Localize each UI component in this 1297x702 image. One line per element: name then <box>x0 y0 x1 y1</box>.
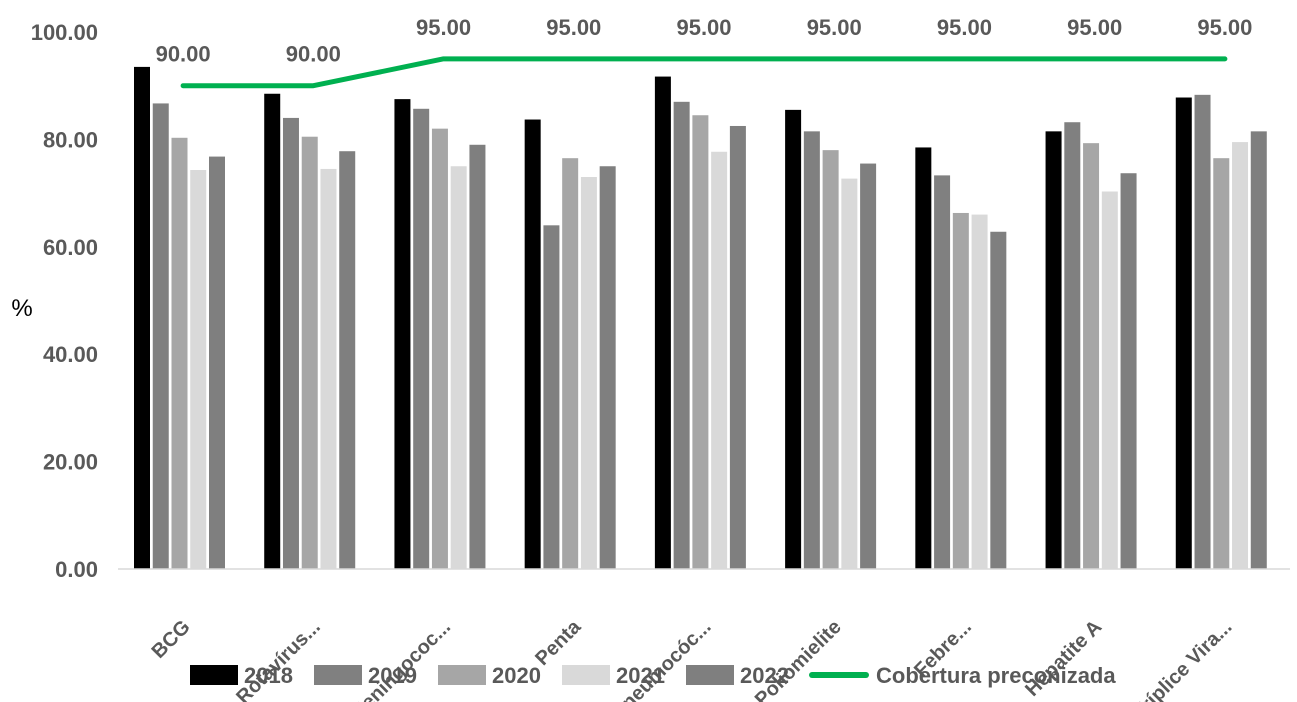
bar-2019-6 <box>934 175 951 569</box>
bar-2019-3 <box>543 225 560 569</box>
target-data-label: 90.00 <box>286 42 341 67</box>
legend-label: 2019 <box>368 663 417 688</box>
bar-2022-3 <box>599 166 616 569</box>
bar-2018-3 <box>524 119 541 569</box>
y-tick-label: 0.00 <box>55 557 98 582</box>
bar-2018-7 <box>1045 131 1062 569</box>
bar-2020-1 <box>301 136 318 569</box>
bar-2019-7 <box>1064 122 1081 569</box>
legend-label: 2022 <box>740 663 789 688</box>
y-tick-label: 80.00 <box>43 127 98 152</box>
bar-2022-2 <box>469 144 486 569</box>
legend-label: 2021 <box>616 663 665 688</box>
target-data-label: 95.00 <box>676 15 731 40</box>
legend-swatch-2019 <box>314 665 362 685</box>
x-tick-label: Penta <box>531 615 586 670</box>
bar-2018-0 <box>134 66 150 570</box>
legend-swatch-2021 <box>562 665 610 685</box>
x-tick-label: Rotavírus... <box>232 616 325 702</box>
bar-2020-0 <box>171 137 188 570</box>
target-data-label: 95.00 <box>1197 15 1252 40</box>
bar-2018-4 <box>654 76 671 569</box>
bar-2022-0 <box>209 156 225 569</box>
bar-2020-7 <box>1083 143 1100 569</box>
bar-2018-6 <box>915 147 932 569</box>
x-tick-label: BCG <box>148 616 195 663</box>
bar-2022-6 <box>990 231 1007 569</box>
x-tick-label: Poliomielite <box>751 616 846 702</box>
x-tick-label: Tríplice Vira... <box>1129 616 1236 702</box>
target-line <box>180 56 1228 89</box>
target-data-label: 95.00 <box>807 15 862 40</box>
bar-2021-0 <box>190 170 207 569</box>
target-data-label: 90.00 <box>156 42 211 67</box>
legend: 2018 2019 2020 2021 2022 Cobertura preconizad… <box>190 663 1116 688</box>
bar-2021-8 <box>1232 142 1249 569</box>
bar-2020-2 <box>431 128 448 569</box>
bar-2022-5 <box>860 163 877 569</box>
plot-layer <box>134 66 1267 570</box>
x-tick-label: Meningococ... <box>345 616 455 702</box>
bar-2021-5 <box>841 178 858 569</box>
x-tick-label: Pneumocóc... <box>608 616 716 702</box>
bar-2020-6 <box>952 212 969 569</box>
target-data-label: 95.00 <box>1067 15 1122 40</box>
legend-label: 2020 <box>492 663 541 688</box>
bar-2021-4 <box>711 151 728 569</box>
bar-2021-3 <box>580 176 597 570</box>
y-tick-label: 40.00 <box>43 342 98 367</box>
x-tick-label: Hepatite A <box>1021 616 1106 701</box>
target-data-label: 95.00 <box>546 15 601 40</box>
bar-2018-1 <box>264 93 281 569</box>
target-data-label: 95.00 <box>416 15 471 40</box>
legend-swatch-2022 <box>686 665 734 685</box>
bar-2022-4 <box>729 125 746 569</box>
bar-2022-1 <box>339 151 356 569</box>
legend-swatch-2018 <box>190 665 238 685</box>
bar-2018-8 <box>1175 97 1192 569</box>
bar-2022-8 <box>1250 131 1267 569</box>
bar-2018-2 <box>394 99 411 570</box>
bar-2021-1 <box>320 168 337 569</box>
y-tick-label: 60.00 <box>43 235 98 260</box>
bar-2019-8 <box>1194 94 1211 569</box>
target-data-label: 95.00 <box>937 15 992 40</box>
target-line-layer <box>180 56 1228 89</box>
bar-2022-7 <box>1120 173 1137 570</box>
legend-label: Cobertura preconizada <box>876 663 1116 688</box>
bar-2020-3 <box>562 158 579 569</box>
legend-swatch-2020 <box>438 665 486 685</box>
bar-2019-2 <box>413 108 430 569</box>
y-tick-label: 100.00 <box>31 20 98 45</box>
bar-2019-5 <box>803 131 820 569</box>
bar-2019-4 <box>673 101 690 569</box>
bar-2021-7 <box>1101 191 1118 570</box>
label-layer: 90.00 90.00 95.00 95.00 95.00 95.00 95.00 95.00… <box>156 15 1253 67</box>
y-axis-label: % <box>11 295 32 322</box>
bar-2020-4 <box>692 115 709 570</box>
bar-2019-1 <box>282 117 299 570</box>
bar-2021-6 <box>971 214 988 569</box>
legend-label: 2018 <box>244 663 293 688</box>
bar-2021-2 <box>450 166 467 569</box>
bar-2019-0 <box>152 103 169 570</box>
bar-2020-8 <box>1213 158 1230 569</box>
y-tick-label: 20.00 <box>43 450 98 475</box>
bar-2020-5 <box>822 150 839 569</box>
bar-2018-5 <box>785 109 802 570</box>
